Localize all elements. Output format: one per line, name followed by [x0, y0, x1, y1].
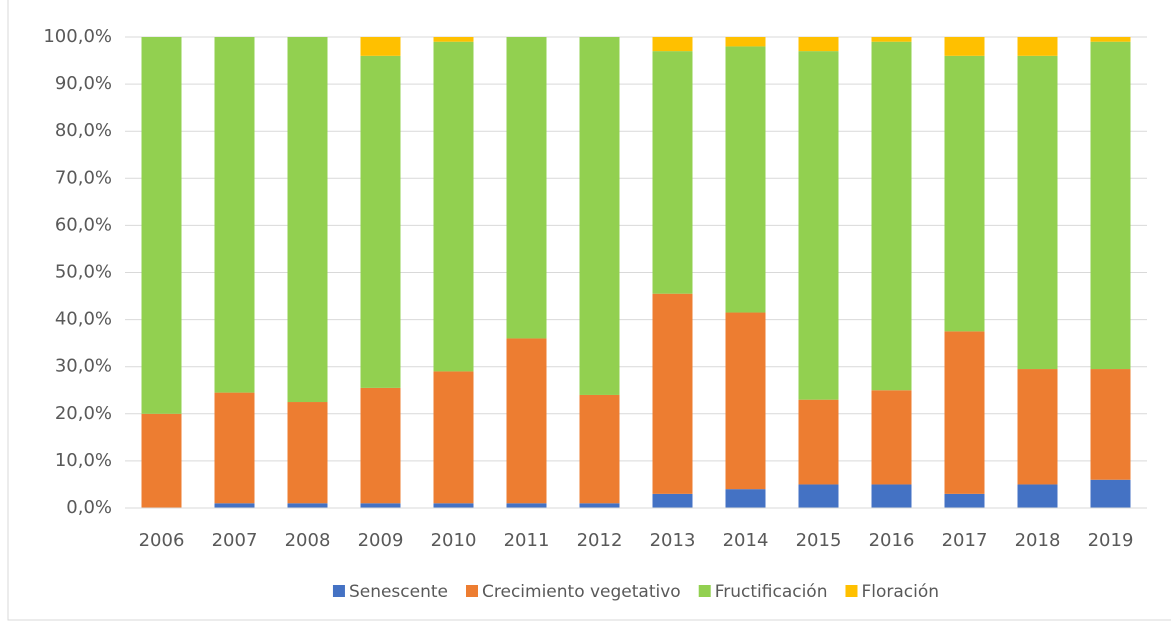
- legend-swatch: [845, 585, 858, 597]
- bar-segment: [360, 387, 401, 504]
- bar-segment: [141, 37, 182, 414]
- bar-segment: [1090, 369, 1131, 480]
- x-tick-label: 2012: [577, 530, 623, 551]
- y-tick-label: 70,0%: [55, 167, 112, 188]
- x-tick-label: 2017: [942, 530, 988, 551]
- legend: Senescente Crecimiento vegetativo Fructifi…: [332, 582, 939, 602]
- bar-segment: [360, 503, 401, 508]
- bar-segment: [871, 41, 912, 391]
- x-tick-label: 2018: [1015, 530, 1061, 551]
- bar-segment: [579, 503, 620, 508]
- bar-segment: [1090, 37, 1131, 42]
- legend-label: Floración: [861, 582, 939, 602]
- bar-segment: [506, 338, 547, 504]
- legend-label: Crecimiento vegetativo: [482, 582, 681, 602]
- legend-label: Fructificación: [715, 582, 828, 602]
- bar-segment: [944, 55, 985, 332]
- x-tick-label: 2006: [139, 530, 185, 551]
- bar-segment: [871, 484, 912, 508]
- x-tick-label: 2015: [796, 530, 842, 551]
- bar-segment: [1090, 479, 1131, 508]
- bar-segment: [871, 390, 912, 485]
- bar-segment: [944, 37, 985, 56]
- bar-segment: [871, 37, 912, 42]
- bar-segment: [1090, 41, 1131, 370]
- legend-swatch: [698, 585, 711, 597]
- bar-segment: [798, 37, 839, 52]
- bar-segment: [506, 503, 547, 508]
- bar-segment: [433, 371, 474, 504]
- bar-segment: [725, 37, 766, 47]
- y-tick-label: 100,0%: [43, 26, 112, 47]
- bar-segment: [433, 37, 474, 42]
- x-tick-label: 2019: [1088, 530, 1134, 551]
- y-tick-label: 0,0%: [66, 497, 112, 518]
- bar-segment: [944, 493, 985, 508]
- x-tick-label: 2013: [650, 530, 696, 551]
- y-tick-label: 90,0%: [55, 73, 112, 94]
- y-tick-label: 40,0%: [55, 309, 112, 330]
- bar-segment: [214, 503, 255, 508]
- x-tick-label: 2016: [869, 530, 915, 551]
- bar-segment: [360, 37, 401, 56]
- bar-segment: [1017, 37, 1058, 56]
- bar-segment: [652, 37, 693, 52]
- bar-segment: [652, 293, 693, 494]
- bar-segment: [1017, 484, 1058, 508]
- bar-segment: [214, 392, 255, 504]
- bar-segment: [652, 51, 693, 294]
- bar-segment: [287, 402, 328, 504]
- bar-segment: [798, 51, 839, 400]
- bar-segment: [287, 503, 328, 508]
- legend-label: Senescente: [349, 582, 448, 602]
- y-tick-label: 20,0%: [55, 403, 112, 424]
- x-tick-label: 2008: [285, 530, 331, 551]
- legend-swatch: [332, 585, 345, 597]
- y-tick-label: 80,0%: [55, 120, 112, 141]
- bar-segment: [944, 331, 985, 494]
- bar-segment: [1017, 55, 1058, 370]
- bar-segment: [725, 489, 766, 508]
- bar-segment: [433, 503, 474, 508]
- bar-segment: [1017, 369, 1058, 485]
- bar-segment: [214, 37, 255, 393]
- bar-segment: [506, 37, 547, 339]
- x-tick-label: 2010: [431, 530, 477, 551]
- y-tick-label: 60,0%: [55, 214, 112, 235]
- x-tick-label: 2011: [504, 530, 550, 551]
- bar-segment: [798, 399, 839, 485]
- x-tick-label: 2009: [358, 530, 404, 551]
- bar-segment: [360, 55, 401, 388]
- bar-segment: [433, 41, 474, 372]
- bar-segment: [141, 413, 182, 508]
- bar-segment: [652, 493, 693, 508]
- bar-segment: [287, 37, 328, 403]
- bar-segment: [725, 46, 766, 313]
- bar-segment: [579, 394, 620, 504]
- y-tick-label: 30,0%: [55, 356, 112, 377]
- y-tick-label: 50,0%: [55, 262, 112, 283]
- bar-segment: [798, 484, 839, 508]
- x-tick-label: 2014: [723, 530, 769, 551]
- bar-segment: [725, 312, 766, 490]
- bar-segment: [579, 37, 620, 395]
- y-tick-label: 10,0%: [55, 450, 112, 471]
- legend-swatch: [466, 585, 478, 597]
- x-tick-label: 2007: [212, 530, 258, 551]
- chart-frame: [7, 0, 1171, 621]
